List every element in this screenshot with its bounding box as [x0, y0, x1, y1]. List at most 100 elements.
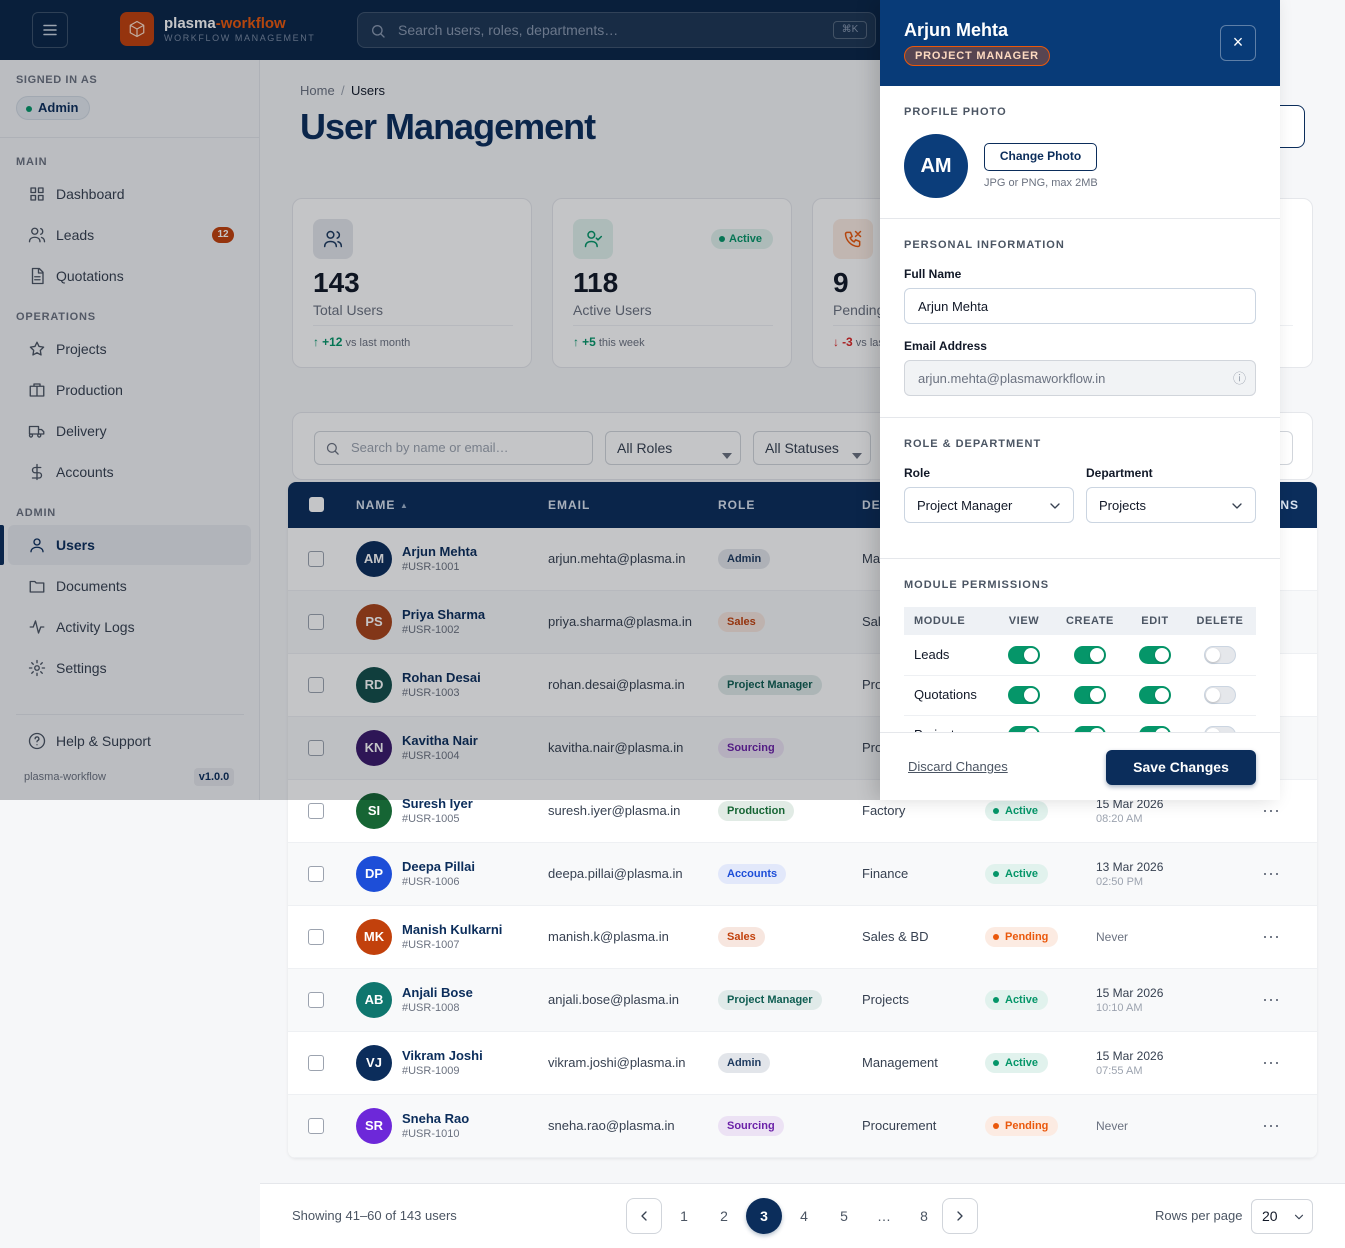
user-name[interactable]: Deepa Pillai — [402, 859, 475, 874]
row-actions[interactable]: ⋯ — [1262, 927, 1280, 947]
user-name[interactable]: Suresh Iyer — [402, 796, 473, 811]
page-number[interactable]: 8 — [920, 1208, 928, 1224]
perm-header — [904, 607, 1256, 635]
avatar: AM — [356, 541, 392, 577]
rows-per-page-select[interactable]: 20 — [1251, 1199, 1313, 1234]
nav-item[interactable]: Dashboard — [8, 174, 251, 214]
checkbox[interactable] — [308, 803, 324, 819]
permission-toggle[interactable] — [1139, 686, 1171, 704]
permission-toggle[interactable] — [1008, 686, 1040, 704]
nav-item[interactable]: Leads 12 — [8, 215, 251, 255]
column-header[interactable]: NAME — [356, 498, 396, 512]
row-actions[interactable]: ⋯ — [1262, 1116, 1280, 1136]
permission-toggle[interactable] — [1139, 646, 1171, 664]
page-number[interactable]: 4 — [800, 1208, 808, 1224]
role-badge: Sourcing — [718, 738, 784, 758]
page-number[interactable]: 5 — [840, 1208, 848, 1224]
help-link[interactable]: Help & Support — [8, 721, 251, 761]
user-name[interactable]: Sneha Rao — [402, 1111, 470, 1126]
checkbox[interactable] — [308, 551, 324, 567]
nav-item[interactable]: Documents — [8, 566, 251, 606]
nav-item[interactable]: Quotations — [8, 256, 251, 296]
page-number[interactable]: 3 — [760, 1208, 768, 1224]
pagination-bar: Showing 41–60 of 143 users 1 2 3 4 5 … 8 Rows pe… — [260, 1183, 1345, 1248]
discard-button[interactable]: Discard Changes — [908, 759, 1008, 774]
perm-column: MODULE — [914, 615, 966, 627]
nav-item[interactable]: Production — [8, 370, 251, 410]
select[interactable]: Project Manager — [904, 487, 1074, 523]
stat-card: Active 118 Active Users ↑ +5 this week — [552, 198, 792, 368]
user-name[interactable]: Arjun Mehta — [402, 544, 478, 559]
delta-note: vs last month — [345, 337, 411, 349]
nav-item[interactable]: Delivery — [8, 411, 251, 451]
page-number[interactable]: 2 — [720, 1208, 728, 1224]
status-label: Active — [1005, 868, 1039, 880]
icon-svg — [1050, 503, 1060, 509]
filter-select[interactable]: All Statuses — [753, 431, 871, 465]
user-name[interactable]: Manish Kulkarni — [402, 922, 503, 937]
role-badge: Accounts — [718, 864, 787, 884]
icon-svg — [28, 425, 45, 438]
icon-svg — [323, 230, 343, 248]
section-title: ROLE & DEPARTMENT — [904, 438, 1042, 450]
nav-item[interactable]: Users — [8, 525, 251, 565]
checkbox[interactable] — [308, 614, 324, 630]
user-name[interactable]: Vikram Joshi — [402, 1048, 483, 1063]
checkbox[interactable] — [308, 992, 324, 1008]
user-email: kavitha.nair@plasma.in — [548, 740, 684, 755]
breadcrumb-separator: / — [341, 83, 345, 98]
module-name: Leads — [914, 647, 950, 662]
user-email: sneha.rao@plasma.in — [548, 1118, 675, 1133]
user-name[interactable]: Priya Sharma — [402, 607, 486, 622]
brand-main: plasma — [164, 15, 216, 32]
icon-svg — [1294, 1214, 1304, 1220]
save-button[interactable]: Save Changes — [1106, 750, 1256, 785]
arrow-svg — [852, 453, 862, 459]
checkbox[interactable] — [308, 1055, 324, 1071]
pagination-summary: Showing 41–60 of 143 users — [292, 1208, 457, 1223]
user-name[interactable]: Anjali Bose — [402, 985, 473, 1000]
permission-toggle[interactable] — [1204, 686, 1236, 704]
global-search[interactable]: Search users, roles, departments… ⌘K — [357, 12, 876, 48]
row-actions[interactable]: ⋯ — [1262, 801, 1280, 821]
select[interactable]: Projects — [1086, 487, 1256, 523]
row-actions[interactable]: ⋯ — [1262, 990, 1280, 1010]
row-actions[interactable]: ⋯ — [1262, 1053, 1280, 1073]
full-name-input[interactable]: Arjun Mehta — [904, 288, 1256, 324]
select-value: Project Manager — [917, 498, 1013, 513]
login-time: 08:20 AM — [1096, 813, 1143, 825]
row-actions[interactable]: ⋯ — [1262, 864, 1280, 884]
menu-button[interactable] — [32, 12, 68, 48]
user-name[interactable]: Kavitha Nair — [402, 733, 478, 748]
checkbox[interactable] — [309, 497, 324, 512]
change-photo-button[interactable]: Change Photo — [984, 143, 1097, 171]
checkbox[interactable] — [308, 677, 324, 693]
icon-path — [323, 230, 343, 248]
page-number[interactable]: 1 — [680, 1208, 688, 1224]
toggle-knob — [1155, 688, 1169, 702]
role-badge: Sourcing — [718, 1116, 784, 1136]
checkbox[interactable] — [308, 929, 324, 945]
version-badge: v1.0.0 — [194, 768, 234, 786]
nav-item[interactable]: Accounts — [8, 452, 251, 492]
permission-toggle[interactable] — [1074, 646, 1106, 664]
status-dot — [993, 934, 999, 940]
permission-toggle[interactable] — [1074, 686, 1106, 704]
permission-toggle[interactable] — [1008, 646, 1040, 664]
checkbox[interactable] — [308, 866, 324, 882]
page-nav-button[interactable] — [942, 1198, 978, 1234]
user-name[interactable]: Rohan Desai — [402, 670, 481, 685]
nav-label: Delivery — [56, 423, 107, 439]
section-title: PERSONAL INFORMATION — [904, 239, 1065, 251]
close-button[interactable]: × — [1220, 25, 1256, 61]
nav-item[interactable]: Projects — [8, 329, 251, 369]
breadcrumb-item[interactable]: Home — [300, 83, 335, 98]
search-input[interactable]: Search by name or email… — [314, 431, 593, 465]
filter-select[interactable]: All Roles — [605, 431, 741, 465]
checkbox[interactable] — [308, 1118, 324, 1134]
nav-item[interactable]: Settings — [8, 648, 251, 688]
permission-toggle[interactable] — [1204, 646, 1236, 664]
checkbox[interactable] — [308, 740, 324, 756]
page-nav-button[interactable] — [626, 1198, 662, 1234]
nav-item[interactable]: Activity Logs — [8, 607, 251, 647]
